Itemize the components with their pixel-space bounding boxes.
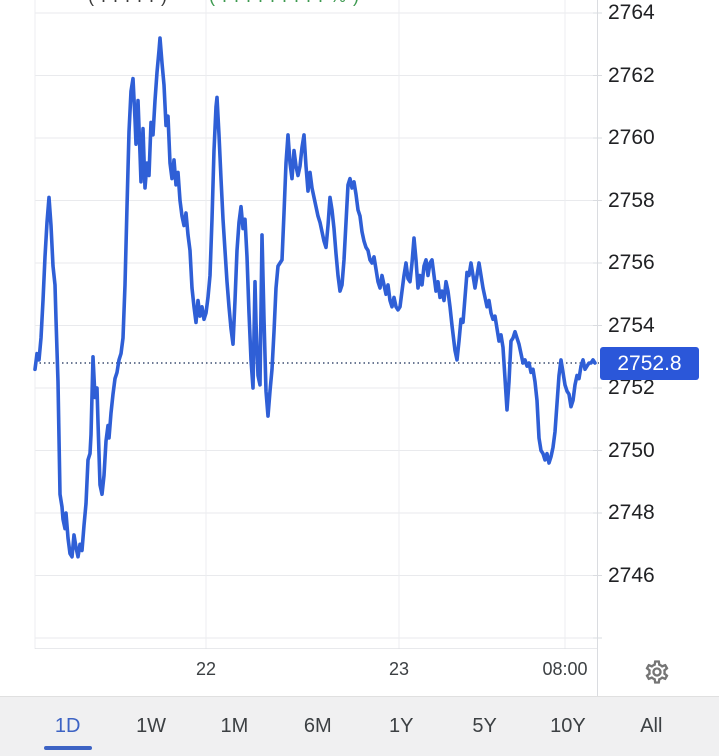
y-axis-label: 2746	[608, 563, 655, 587]
truncated-header-text: (.....) (.........%)	[0, 0, 366, 7]
price-line-series	[33, 36, 597, 559]
tab-label: All	[640, 715, 663, 737]
y-axis-label: 2762	[608, 63, 655, 87]
tab-1m[interactable]: 1M	[193, 697, 276, 756]
tab-label: 6M	[303, 715, 332, 737]
active-tab-underline	[43, 746, 92, 750]
current-price-badge: 2752.8	[600, 347, 699, 380]
tab-label: 10Y	[550, 715, 586, 737]
gear-icon	[645, 660, 669, 684]
y-axis-label: 2758	[608, 188, 655, 212]
x-axis-label: 23	[388, 659, 410, 679]
header-fragment-left: (.....)	[88, 0, 174, 6]
tab-1d[interactable]: 1D	[26, 697, 109, 756]
tab-5y[interactable]: 5Y	[443, 697, 526, 756]
x-axis-row: 22 23 08:00	[0, 649, 719, 696]
y-axis-label: 2748	[608, 501, 655, 524]
y-axis-label: 2750	[608, 438, 655, 462]
tab-1y[interactable]: 1Y	[360, 697, 443, 756]
current-price-value: 2752.8	[617, 351, 682, 375]
settings-button[interactable]	[641, 656, 673, 688]
tab-6m[interactable]: 6M	[276, 697, 359, 756]
tab-label: 1M	[220, 715, 249, 737]
y-axis-label: 2756	[608, 251, 655, 274]
y-axis-label: 2754	[608, 313, 655, 337]
tab-all[interactable]: All	[610, 697, 693, 756]
y-axis-separator-line	[597, 0, 598, 696]
tab-1w[interactable]: 1W	[109, 697, 192, 756]
chart-area[interactable]: 2764 2762 2760 2758 2756 2754 2752 2750 2748 2746…	[0, 0, 719, 649]
truncated-header: (.....) (.........%)	[0, 0, 719, 8]
y-axis-label: 2764	[608, 1, 655, 24]
x-axis-label: 22	[195, 659, 217, 679]
header-fragment-right: (.........%)	[209, 0, 366, 6]
x-axis-label: 08:00	[542, 659, 588, 679]
tab-label: 1W	[136, 715, 167, 737]
tab-label: 1D	[54, 715, 81, 737]
y-axis-label: 2760	[608, 126, 655, 149]
tab-10y[interactable]: 10Y	[526, 697, 609, 756]
timeframe-tabbar: 1D 1W 1M 6M 1Y 5Y 10Y All	[0, 696, 719, 756]
tab-label: 5Y	[472, 715, 497, 737]
price-line-chart[interactable]	[0, 0, 719, 649]
tab-label: 1Y	[388, 715, 414, 737]
y-axis-label: 2752	[608, 376, 655, 399]
